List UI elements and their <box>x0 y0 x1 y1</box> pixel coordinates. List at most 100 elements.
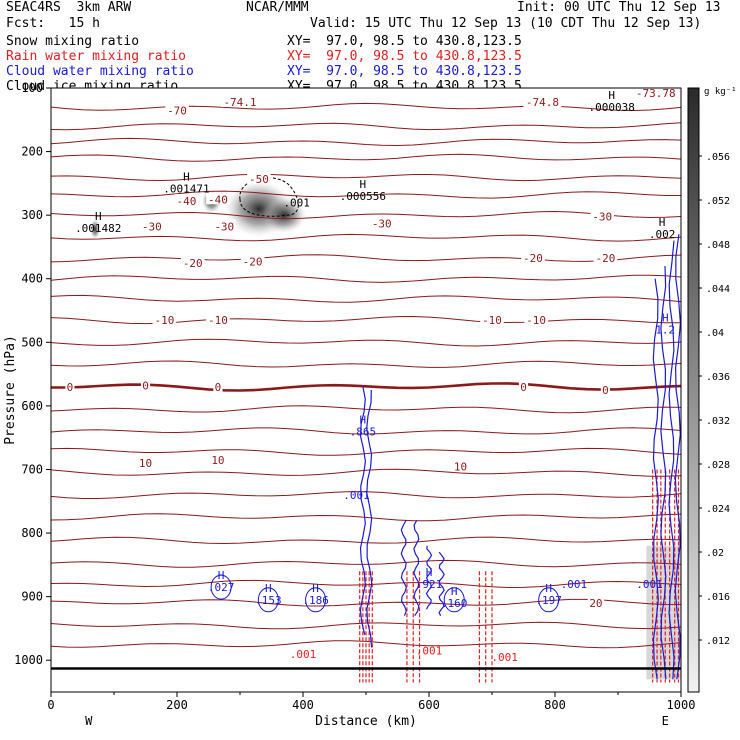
colorbar-tick-label-5: .036 <box>706 372 730 383</box>
isotherm-label-bg-3 <box>633 86 679 99</box>
legend-snow-xy: XY= 97.0, 98.5 to 430.8,123.5 <box>287 34 522 49</box>
isotherm-line-16 <box>50 427 682 435</box>
isotherm-label-20: 0 <box>142 380 149 393</box>
snow-shading-3 <box>90 219 101 240</box>
isotherm-line-5 <box>50 190 681 199</box>
extremum-value-6: .865 <box>350 425 377 438</box>
isotherm-line-14 <box>51 382 682 392</box>
y-axis-label: Pressure (hPa) <box>3 335 18 445</box>
y-tick-label-2: 300 <box>21 208 43 222</box>
isotherm-line-18 <box>50 468 682 477</box>
isotherm-label-10: -30 <box>592 210 612 223</box>
isotherm-label-14: -20 <box>595 252 615 265</box>
isotherm-label-bg-6 <box>206 192 230 205</box>
isotherm-label-bg-7 <box>140 219 164 232</box>
cloud-water-loop-3 <box>538 587 560 613</box>
isotherm-line-12 <box>50 338 682 347</box>
isotherm-line-2 <box>50 137 682 147</box>
isotherm-line-21 <box>50 536 682 545</box>
isotherm-line-0 <box>50 102 682 112</box>
isotherm-label-26: 10 <box>454 460 467 473</box>
isotherm-label-bg-26 <box>452 459 469 472</box>
isotherm-line-1 <box>50 122 682 131</box>
isotherm-label-bg-19 <box>65 379 75 392</box>
isotherm-label-7: -30 <box>142 221 162 234</box>
cloud-water-contour-9 <box>674 234 682 680</box>
extremum-value-16: .001 <box>636 578 663 591</box>
cloud-water-contour-1 <box>366 389 373 648</box>
isotherm-line-10 <box>50 294 682 303</box>
legend-snow-label: Snow mixing ratio <box>6 34 140 49</box>
colorbar-tick-label-10: .016 <box>706 592 730 603</box>
extremum-mark-12: H <box>218 569 225 582</box>
cloud-water-contour-0 <box>359 386 367 635</box>
legend-cloudwater-xy: XY= 97.0, 98.5 to 430.8,123.5 <box>287 64 522 79</box>
cloud-water-contour-4 <box>425 545 433 610</box>
isotherm-label-3: -73.78 <box>636 87 676 100</box>
y-tick-label-6: 700 <box>21 462 43 476</box>
isotherm-line-9 <box>50 274 682 283</box>
cloud-water-loop-4 <box>210 574 232 600</box>
isotherm-label-bg-22 <box>518 379 529 392</box>
isotherm-label-1: -74.1 <box>223 96 256 109</box>
isotherm-label-16: -10 <box>208 314 228 327</box>
x-tick-label-1: 200 <box>166 698 188 712</box>
isotherm-label-bg-11 <box>180 255 205 268</box>
isotherm-label-15: -10 <box>154 314 174 327</box>
extremum-mark-13: H <box>662 312 669 325</box>
isotherm-label-bg-12 <box>240 254 265 267</box>
isotherm-label-12: -20 <box>243 256 263 269</box>
isotherm-label-bg-18 <box>524 313 548 326</box>
isotherm-label-4: -50 <box>249 173 269 186</box>
y-tick-label-7: 800 <box>21 526 43 540</box>
east-end-label: E <box>662 714 669 728</box>
extremum-value-1: .000556 <box>340 190 386 203</box>
y-tick-label-8: 900 <box>21 590 43 604</box>
isotherm-line-4 <box>50 173 682 182</box>
y-tick-label-0: 100 <box>21 81 43 95</box>
colorbar <box>687 87 700 693</box>
colorbar-tick-label-11: .012 <box>706 636 730 647</box>
model-name: SEAC4RS 3km ARW <box>6 0 132 15</box>
isotherm-label-5: -40 <box>177 195 197 208</box>
cloud-water-contour-2 <box>400 520 407 616</box>
isotherm-line-19 <box>50 491 682 499</box>
extremum-mark-1: H <box>360 178 367 191</box>
isotherm-label-bg-9 <box>369 216 394 229</box>
y-tick-label-3: 400 <box>21 272 43 286</box>
isotherm-label-23: 0 <box>602 384 609 397</box>
cloud-water-contour-6 <box>652 278 659 680</box>
isotherm-label-21: 0 <box>215 381 222 394</box>
extremum-value-7: .921 <box>416 578 443 591</box>
colorbar-tick-label-8: .024 <box>706 504 730 515</box>
isotherm-label-bg-5 <box>174 194 199 207</box>
cloud-water-contour-7 <box>660 265 667 680</box>
extremum-mark-6: H <box>360 413 367 426</box>
y-tick-label-5: 600 <box>21 399 43 413</box>
colorbar-units: g kg⁻¹ <box>704 87 737 97</box>
isotherm-line-6 <box>50 210 682 220</box>
extremum-mark-4: H <box>659 216 666 229</box>
isotherm-line-26 <box>50 640 682 649</box>
cloud-water-loop-1 <box>305 587 327 613</box>
isotherm-label-bg-13 <box>521 250 545 263</box>
extremum-value-2: .001482 <box>75 222 121 235</box>
colorbar-tick-label-2: .048 <box>706 240 730 251</box>
extremum-value-12: .027 <box>208 581 235 594</box>
legend-rain-xy: XY= 97.0, 98.5 to 430.8,123.5 <box>287 49 522 64</box>
extremum-value-18: .001 <box>491 651 518 664</box>
extremum-mark-3: H <box>608 89 615 102</box>
isotherm-label-bg-21 <box>213 379 223 392</box>
extremum-value-4: .002 <box>649 228 676 241</box>
valid-time: Valid: 15 UTC Thu 12 Sep 13 (10 CDT Thu … <box>310 16 702 31</box>
colorbar-tick-label-9: .02 <box>706 548 724 559</box>
isotherm-line-7 <box>50 233 682 242</box>
west-end-label: W <box>85 714 93 728</box>
isotherm-label-2: -74.8 <box>526 96 559 109</box>
extremum-value-14: .001 <box>343 489 370 502</box>
init-time: Init: 00 UTC Thu 12 Sep 13 <box>517 0 721 15</box>
isotherm-label-19: 0 <box>67 381 74 394</box>
isotherm-label-bg-15 <box>152 313 177 326</box>
isotherm-line-3 <box>50 153 682 162</box>
isotherm-label-bg-20 <box>140 378 151 391</box>
